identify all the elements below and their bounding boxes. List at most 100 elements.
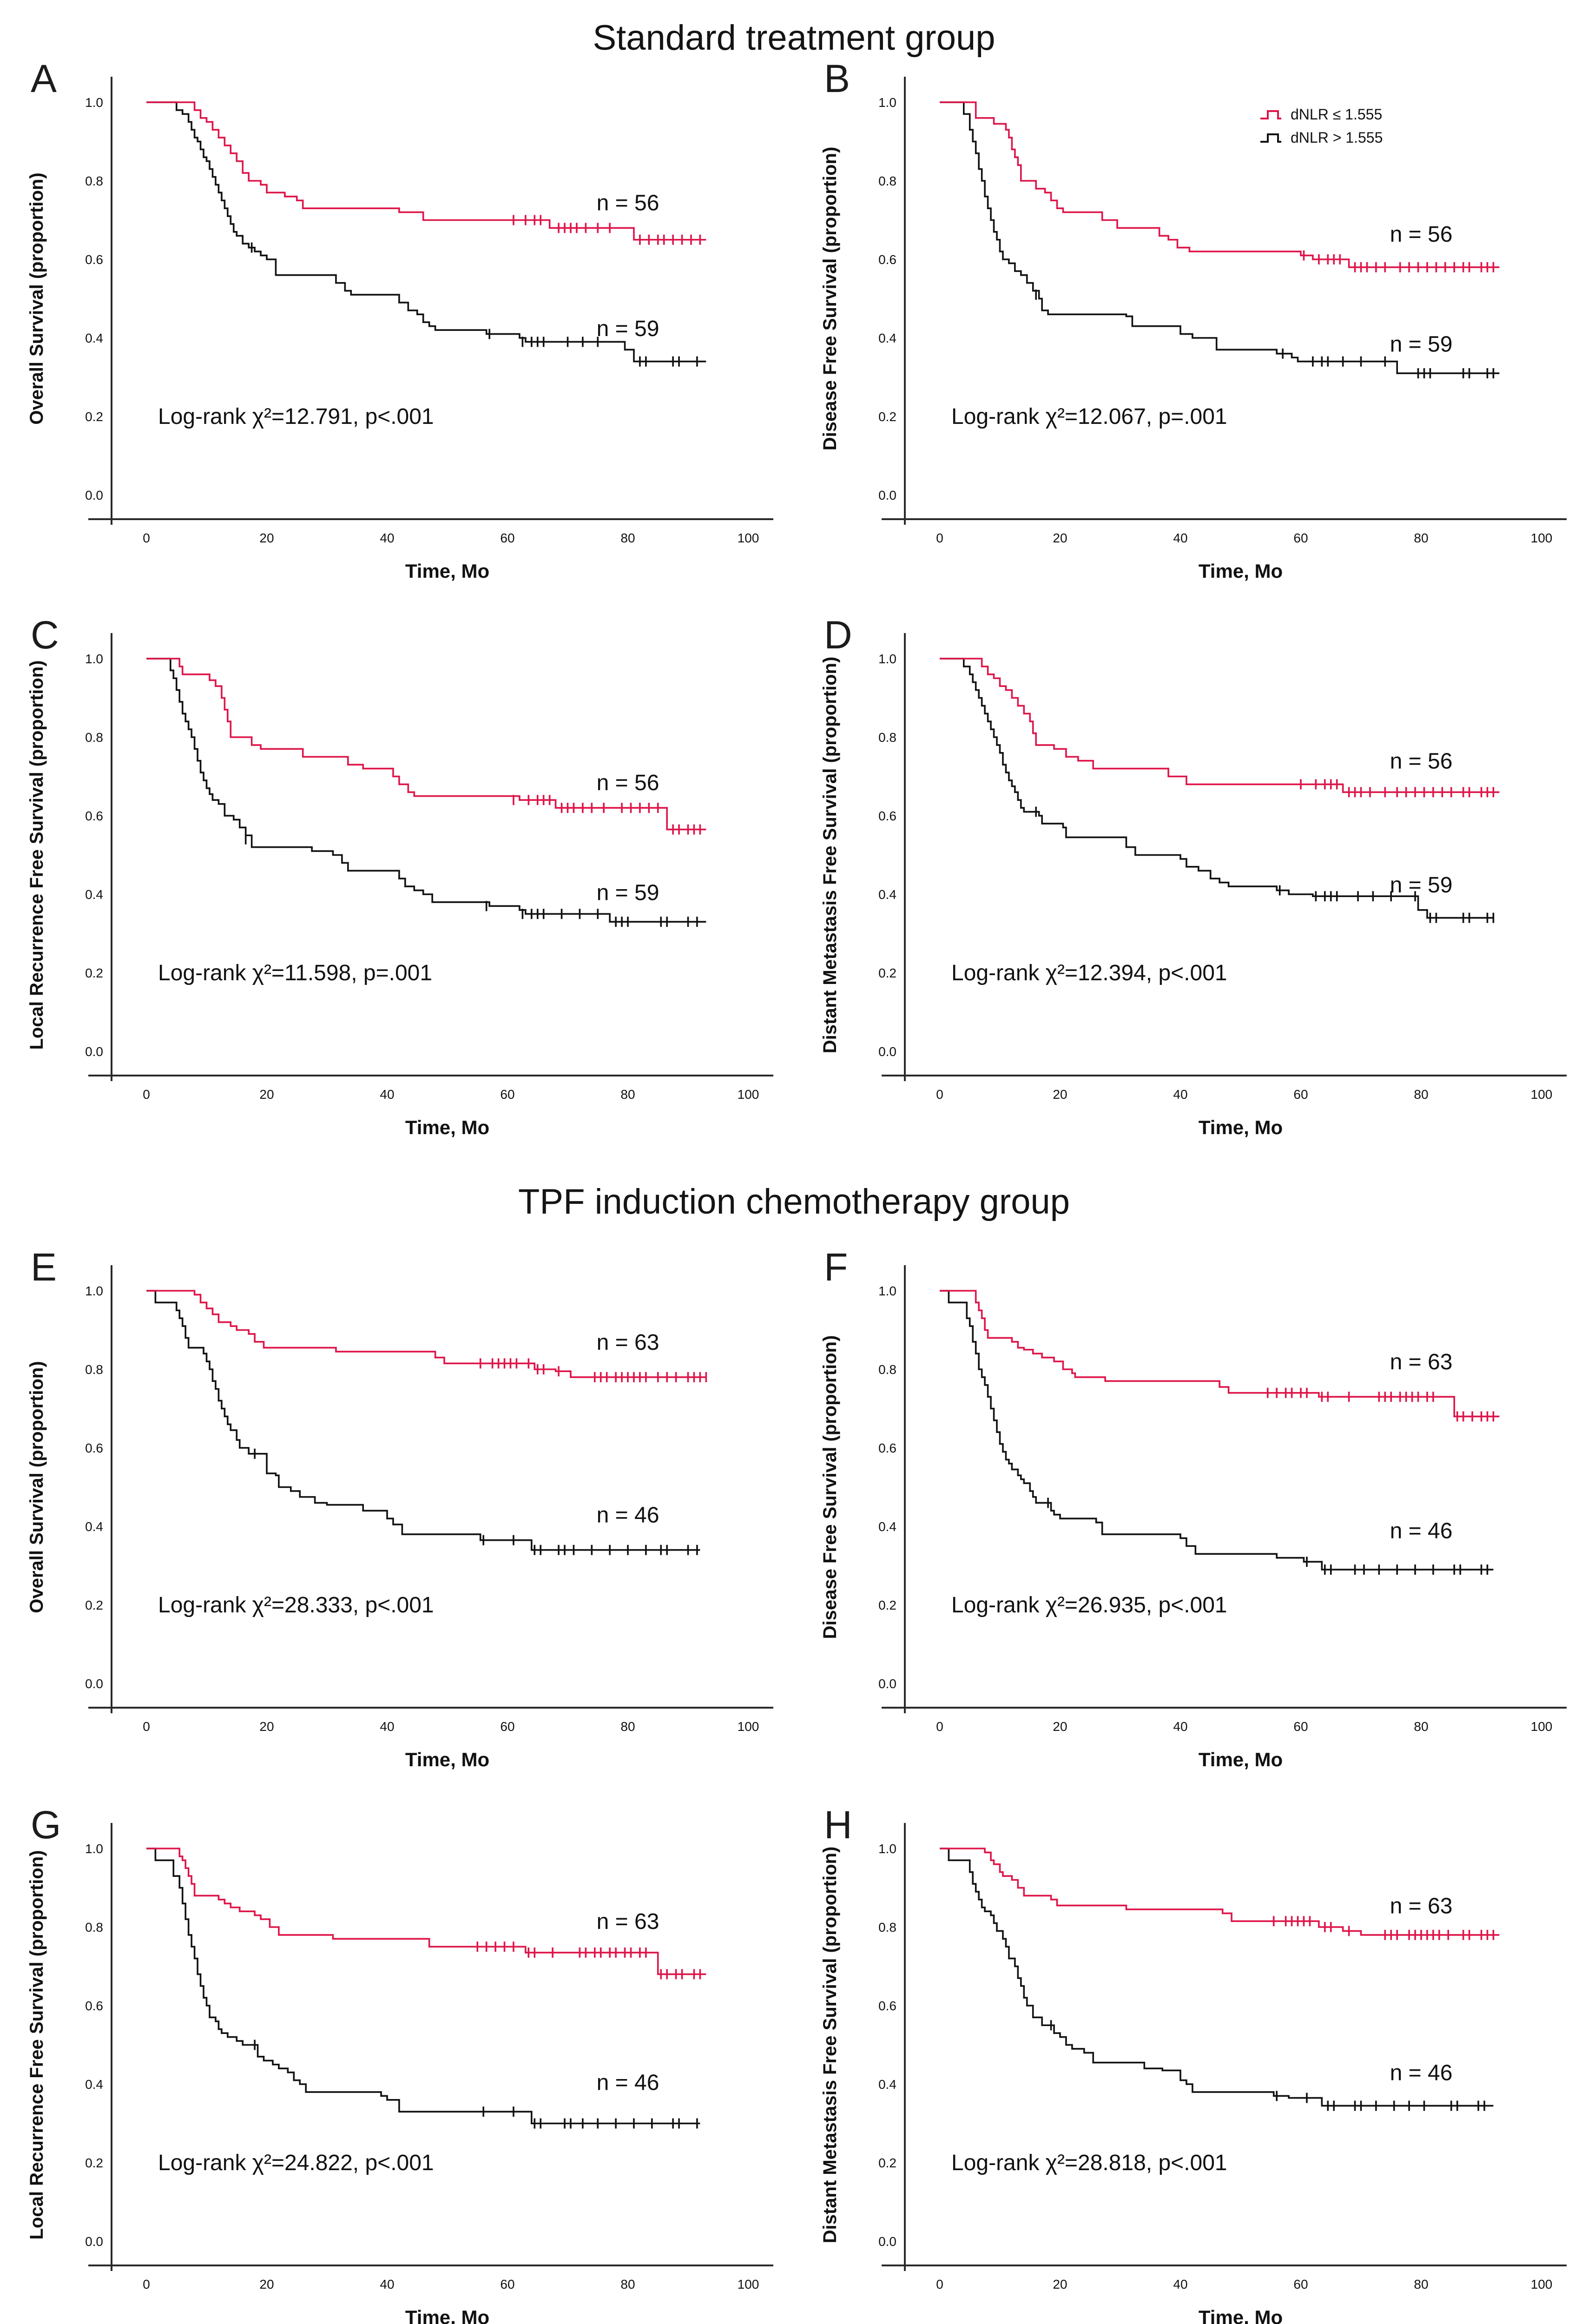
censor-marks-dnlr-high: [250, 242, 698, 367]
y-tick-label: 0.6: [85, 1441, 103, 1455]
x-tick-label: 40: [380, 531, 394, 545]
km-chart-D: 0.0 0.2 0.4 0.6 0.8 1.0 0 20 40 60 80 100 Distant Me…: [820, 633, 1567, 1138]
x-tick-label: 80: [620, 1719, 635, 1734]
km-curve-dnlr-low: [146, 1848, 706, 1975]
log-rank-stats: Log-rank χ²=11.598, p=.001: [158, 961, 432, 985]
y-tick-label: 1.0: [85, 1284, 103, 1298]
x-tick-label: 0: [143, 1087, 150, 1102]
n-label: n = 63: [597, 1330, 659, 1355]
y-tick-label: 0.0: [85, 1044, 103, 1059]
km-curve-dnlr-low: [940, 101, 1500, 268]
legend-step-icon: [1260, 133, 1281, 143]
panel-letter-G: G: [31, 1803, 61, 1847]
y-tick-label: 0.8: [85, 730, 103, 745]
x-axis-title: Time, Mo: [1199, 1749, 1283, 1770]
censor-marks-dnlr-high: [1035, 290, 1495, 379]
km-curve-dnlr-high: [146, 1290, 700, 1551]
n-label: n = 63: [597, 1909, 659, 1934]
log-rank-stats: Log-rank χ²=12.791, p<.001: [158, 404, 434, 429]
km-curve-dnlr-low: [940, 1290, 1500, 1418]
y-tick-label: 0.8: [85, 1920, 103, 1934]
y-tick-label: 0.4: [85, 331, 103, 345]
x-axis-title: Time, Mo: [1199, 560, 1283, 582]
x-tick-label: 80: [1414, 1087, 1428, 1102]
km-curve-dnlr-high: [940, 1848, 1494, 2107]
legend: dNLR ≤ 1.555 dNLR > 1.555: [1260, 106, 1383, 146]
x-tick-label: 20: [1053, 1087, 1067, 1102]
x-tick-label: 40: [380, 1719, 394, 1734]
y-axis-title: Distant Metastasis Free Survival (propor…: [820, 657, 840, 1054]
x-tick-label: 100: [1531, 1087, 1553, 1102]
figure-title-standard-group: Standard treatment group: [593, 18, 995, 58]
n-label: n = 46: [597, 1503, 659, 1528]
y-tick-label: 0.4: [85, 1519, 103, 1534]
x-tick-label: 60: [500, 531, 514, 545]
x-tick-label: 80: [1414, 2277, 1428, 2291]
x-tick-label: 40: [1173, 1087, 1187, 1102]
x-tick-label: 40: [380, 1087, 394, 1102]
x-tick-label: 40: [1173, 531, 1187, 545]
km-curve-dnlr-high: [146, 658, 706, 923]
x-tick-label: 60: [1293, 531, 1308, 545]
figure-title-tpf-group: TPF induction chemotherapy group: [518, 1182, 1070, 1221]
censor-marks-dnlr-low: [513, 795, 701, 835]
x-tick-label: 100: [1531, 531, 1553, 545]
n-label: n = 46: [1390, 2061, 1453, 2086]
km-panel-H: H 0.0 0.2 0.4 0.6 0.8 1.0 0 20 40 60 80 100 Distant M…: [812, 1800, 1569, 2324]
y-axis-title: Distant Metastasis Free Survival (propor…: [820, 1847, 840, 2244]
x-tick-label: 60: [1293, 1087, 1308, 1102]
x-axis-title: Time, Mo: [1199, 2306, 1283, 2324]
censor-marks-dnlr-high: [244, 834, 698, 927]
y-axis-title: Local Recurrence Free Survival (proporti…: [26, 660, 47, 1050]
x-axis-title: Time, Mo: [1199, 1116, 1283, 1138]
log-rank-stats: Log-rank χ²=28.333, p<.001: [158, 1593, 434, 1618]
y-tick-label: 0.2: [878, 1598, 896, 1612]
y-tick-label: 0.0: [878, 488, 896, 502]
x-tick-label: 60: [500, 1719, 514, 1734]
y-tick-label: 0.8: [878, 174, 896, 188]
x-tick-label: 80: [620, 2277, 635, 2291]
log-rank-stats: Log-rank χ²=26.935, p<.001: [951, 1593, 1227, 1618]
y-tick-label: 0.8: [85, 1362, 103, 1377]
n-label: n = 63: [1390, 1350, 1453, 1374]
y-axis-title: Local Recurrence Free Survival (proporti…: [26, 1850, 47, 2240]
y-tick-label: 1.0: [878, 1284, 896, 1298]
y-axis-title: Overall Survival (proportion): [26, 1361, 47, 1613]
x-tick-label: 20: [1053, 531, 1067, 545]
n-label: n = 63: [1390, 1894, 1453, 1918]
x-tick-label: 0: [143, 2277, 150, 2291]
x-tick-label: 80: [620, 1087, 635, 1102]
censor-marks-dnlr-low: [1272, 1916, 1495, 1940]
censor-marks-dnlr-high: [254, 2040, 698, 2129]
x-tick-label: 40: [1173, 2277, 1187, 2291]
y-tick-label: 0.2: [878, 966, 896, 980]
x-tick-label: 0: [143, 531, 150, 545]
y-tick-label: 0.6: [878, 1999, 896, 2013]
y-tick-label: 0.8: [878, 730, 896, 745]
km-curve-dnlr-high: [940, 658, 1494, 919]
censor-marks-dnlr-high: [254, 1448, 698, 1555]
x-tick-label: 80: [620, 531, 635, 545]
x-axis-title: Time, Mo: [405, 2306, 489, 2324]
x-tick-label: 0: [936, 1719, 943, 1734]
x-tick-label: 40: [380, 2277, 394, 2291]
km-panel-C: C 0.0 0.2 0.4 0.6 0.8 1.0 0 20 40 60 80 100 Local Rec…: [19, 610, 776, 1163]
x-tick-label: 60: [500, 2277, 514, 2291]
log-rank-stats: Log-rank χ²=28.818, p<.001: [951, 2151, 1227, 2175]
km-chart-F: 0.0 0.2 0.4 0.6 0.8 1.0 0 20 40 60 80 100 Disease Fr…: [820, 1265, 1567, 1770]
x-tick-label: 0: [936, 2277, 943, 2291]
x-tick-label: 20: [259, 531, 274, 545]
x-tick-label: 40: [1173, 1719, 1187, 1734]
km-curve-dnlr-low: [940, 658, 1500, 793]
y-tick-label: 1.0: [85, 652, 103, 666]
y-tick-label: 0.4: [878, 2077, 896, 2092]
x-axis-title: Time, Mo: [405, 1749, 489, 1770]
y-tick-label: 0.4: [878, 1519, 896, 1534]
panel-letter-A: A: [31, 57, 57, 100]
panel-letter-D: D: [824, 613, 852, 657]
x-tick-label: 100: [738, 531, 759, 545]
y-tick-label: 0.4: [878, 887, 896, 902]
censor-marks-dnlr-low: [1266, 1387, 1495, 1422]
y-tick-label: 0.8: [878, 1362, 896, 1377]
km-curve-dnlr-high: [940, 1290, 1494, 1571]
